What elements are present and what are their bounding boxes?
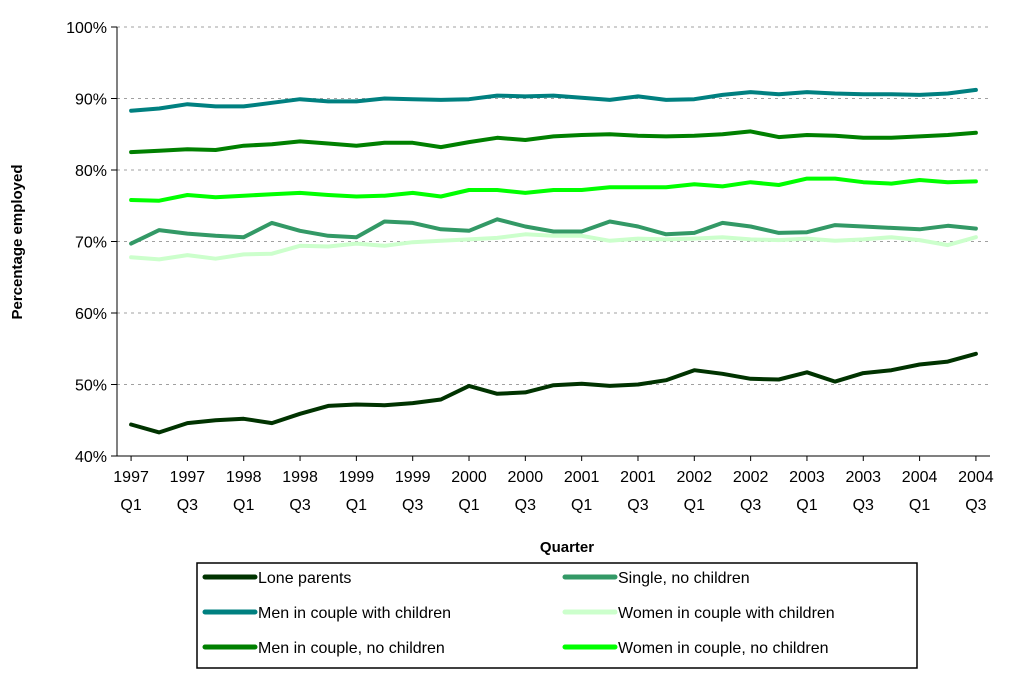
- x-tick-labels: 1997 Q1 1997 Q3 1998 Q1 1998 Q3 1999 Q1 1999 Q3 2000…: [113, 469, 994, 514]
- x-tick-year: 1997: [170, 469, 206, 486]
- series-line-6: [129, 176, 978, 203]
- x-tick-quarter: Q1: [909, 497, 930, 514]
- x-tick-year: 2001: [620, 469, 656, 486]
- legend-label: Single, no children: [618, 570, 750, 587]
- x-tick-quarter: Q3: [515, 497, 536, 514]
- series-line-5: [129, 129, 978, 155]
- legend: Lone parents Single, no children Men in co…: [196, 562, 918, 669]
- y-tick-label: 90%: [75, 92, 107, 109]
- x-tick-year: 1998: [282, 469, 318, 486]
- x-tick-year: 2003: [845, 469, 881, 486]
- y-tick-label: 40%: [75, 449, 107, 466]
- legend-box: [196, 562, 918, 669]
- legend-label: Men in couple with children: [258, 605, 451, 622]
- gridlines: [117, 26, 990, 385]
- x-tick-quarter: Q3: [965, 497, 986, 514]
- legend-label: Women in couple with children: [618, 605, 835, 622]
- legend-label: Women in couple, no children: [618, 640, 829, 657]
- x-tick-quarter: Q1: [458, 497, 479, 514]
- x-tick-quarter: Q3: [853, 497, 874, 514]
- y-tick-labels: 40% 50% 60% 70% 80% 90% 100%: [66, 20, 107, 466]
- y-tick-label: 70%: [75, 235, 107, 252]
- x-tick-quarter: Q1: [796, 497, 817, 514]
- x-tick-quarter: Q1: [684, 497, 705, 514]
- x-tick-year: 2001: [564, 469, 600, 486]
- x-tick-year: 2004: [958, 469, 994, 486]
- x-tick-year: 1999: [339, 469, 375, 486]
- x-tick-year: 2004: [902, 469, 938, 486]
- x-tick-quarter: Q1: [571, 497, 592, 514]
- y-tick-label: 100%: [66, 20, 107, 37]
- y-tick-label: 60%: [75, 306, 107, 323]
- x-tick-year: 2000: [508, 469, 544, 486]
- x-tick-quarter: Q1: [233, 497, 254, 514]
- x-tick-year: 2002: [677, 469, 713, 486]
- series-lines: [129, 87, 978, 435]
- x-tick-year: 2002: [733, 469, 769, 486]
- series-line-4: [129, 232, 978, 262]
- legend-label: Men in couple, no children: [258, 640, 445, 657]
- axes: [111, 26, 990, 461]
- x-tick-quarter: Q3: [402, 497, 423, 514]
- y-axis-title: Percentage employed: [9, 164, 26, 319]
- x-tick-quarter: Q3: [177, 497, 198, 514]
- series-line-2: [129, 217, 978, 246]
- x-tick-year: 2003: [789, 469, 825, 486]
- x-tick-year: 2000: [451, 469, 487, 486]
- x-tick-year: 1999: [395, 469, 431, 486]
- x-tick-quarter: Q3: [289, 497, 310, 514]
- series-line-1: [129, 351, 978, 435]
- x-tick-quarter: Q1: [120, 497, 141, 514]
- y-tick-label: 80%: [75, 163, 107, 180]
- x-tick-quarter: Q1: [346, 497, 367, 514]
- x-tick-quarter: Q3: [627, 497, 648, 514]
- series-line-3: [129, 87, 978, 113]
- legend-label: Lone parents: [258, 570, 351, 587]
- x-tick-quarter: Q3: [740, 497, 761, 514]
- x-tick-year: 1997: [113, 469, 149, 486]
- y-tick-label: 50%: [75, 378, 107, 395]
- x-tick-year: 1998: [226, 469, 262, 486]
- x-axis-title: Quarter: [540, 539, 594, 556]
